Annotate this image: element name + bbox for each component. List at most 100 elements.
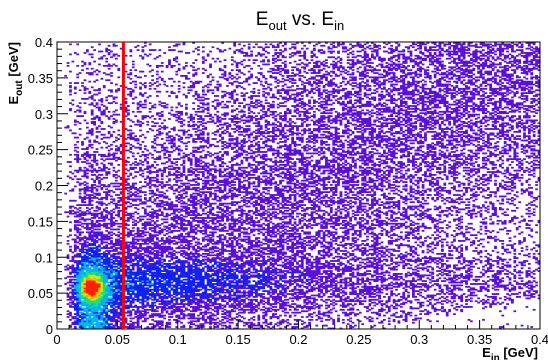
heatmap-cell xyxy=(127,149,130,152)
heatmap-cell xyxy=(180,202,183,205)
heatmap-cell xyxy=(129,310,133,313)
heatmap-cell xyxy=(93,60,96,63)
heatmap-cell xyxy=(93,285,96,288)
heatmap-cell xyxy=(112,191,116,194)
heatmap-cell xyxy=(129,268,133,271)
heatmap-cell xyxy=(95,219,99,222)
heatmap-cell xyxy=(78,300,82,303)
heatmap-cell xyxy=(129,87,133,90)
heatmap-cell xyxy=(129,49,133,51)
heatmap-cell xyxy=(204,222,208,225)
heatmap-cell xyxy=(141,270,145,272)
heatmap-cell xyxy=(158,288,162,291)
heatmap-cell xyxy=(146,54,150,57)
heatmap-cell xyxy=(100,168,104,171)
heatmap-cell xyxy=(172,64,176,67)
heatmap-cell xyxy=(197,151,200,153)
heatmap-cell xyxy=(107,145,111,148)
heatmap-cell xyxy=(114,262,118,265)
heatmap-cell xyxy=(78,169,82,172)
heatmap-cell xyxy=(124,211,128,214)
heatmap-cell xyxy=(201,46,205,49)
heatmap-cell xyxy=(95,261,99,264)
heatmap-cell xyxy=(114,113,118,116)
heatmap-cell xyxy=(134,271,138,274)
heatmap-cell xyxy=(73,261,77,264)
heatmap-cell xyxy=(95,185,99,188)
heatmap-cell xyxy=(151,179,154,182)
heatmap-cell xyxy=(139,275,142,278)
heatmap-cell xyxy=(95,159,99,162)
heatmap-cell xyxy=(110,189,113,192)
heatmap-cell xyxy=(158,181,162,183)
heatmap-cell xyxy=(177,258,181,261)
heatmap-cell xyxy=(201,156,205,159)
heatmap-cell xyxy=(158,254,162,257)
heatmap-cell xyxy=(124,70,128,73)
heatmap-cell xyxy=(134,262,138,265)
heatmap-cell xyxy=(114,53,118,56)
heatmap-cell xyxy=(124,86,128,89)
heatmap-cell xyxy=(78,214,82,216)
heatmap-cell xyxy=(175,70,179,73)
heatmap-cell xyxy=(192,102,196,105)
heatmap-cell xyxy=(85,172,89,175)
heatmap-cell xyxy=(185,232,188,235)
heatmap-cell xyxy=(76,307,80,310)
heatmap-cell xyxy=(93,212,96,215)
heatmap-cell xyxy=(151,229,154,232)
heatmap-cell xyxy=(185,247,188,249)
heatmap-cell xyxy=(95,245,99,248)
heatmap-cell xyxy=(180,110,183,113)
heatmap-cell xyxy=(112,248,116,251)
heatmap-cell xyxy=(141,185,145,188)
heatmap-cell xyxy=(90,214,94,216)
heatmap-cell xyxy=(83,308,87,311)
heatmap-cell xyxy=(182,294,186,297)
heatmap-cell xyxy=(160,132,164,135)
heatmap-cell xyxy=(124,255,128,258)
heatmap-cell xyxy=(160,199,164,202)
heatmap-cell xyxy=(90,118,94,120)
heatmap-cell xyxy=(168,77,171,80)
heatmap-cell xyxy=(76,277,80,280)
heatmap-cell xyxy=(69,90,72,93)
heatmap-cell xyxy=(182,324,186,327)
heatmap-cell xyxy=(117,260,121,262)
heatmap-cell xyxy=(199,254,203,257)
heatmap-cell xyxy=(73,268,77,271)
heatmap-cell xyxy=(168,326,171,328)
heatmap-cell xyxy=(69,281,72,284)
heatmap-cell xyxy=(141,252,145,255)
heatmap-cell xyxy=(175,73,179,76)
heatmap-cell xyxy=(201,60,205,63)
heatmap-cell xyxy=(153,166,157,169)
heatmap-cell xyxy=(168,231,171,234)
heatmap-cell xyxy=(131,317,135,320)
heatmap-cell xyxy=(83,290,87,293)
heatmap-cell xyxy=(146,149,150,152)
heatmap-cell xyxy=(81,175,84,178)
heatmap-cell xyxy=(100,153,104,156)
heatmap-cell xyxy=(172,57,176,60)
heatmap-cell xyxy=(95,284,99,287)
heatmap-cell xyxy=(88,250,92,252)
heatmap-cell xyxy=(168,214,171,216)
heatmap-cell xyxy=(185,260,188,262)
heatmap-cell xyxy=(192,228,196,231)
heatmap-cell xyxy=(64,283,68,285)
heatmap-cell xyxy=(185,62,188,64)
heatmap-cell xyxy=(114,102,118,105)
heatmap-cell xyxy=(98,311,101,314)
heatmap-cell xyxy=(85,136,89,139)
heatmap-cell xyxy=(129,82,133,84)
heatmap-cell xyxy=(69,85,72,87)
heatmap-cell xyxy=(201,72,205,74)
heatmap-cell xyxy=(69,109,72,112)
heatmap-cell xyxy=(90,171,94,173)
heatmap-cell xyxy=(197,53,200,56)
heatmap-cell xyxy=(189,125,193,128)
heatmap-cell xyxy=(192,287,196,290)
heatmap-cell xyxy=(90,165,94,168)
heatmap-cell xyxy=(158,240,162,242)
